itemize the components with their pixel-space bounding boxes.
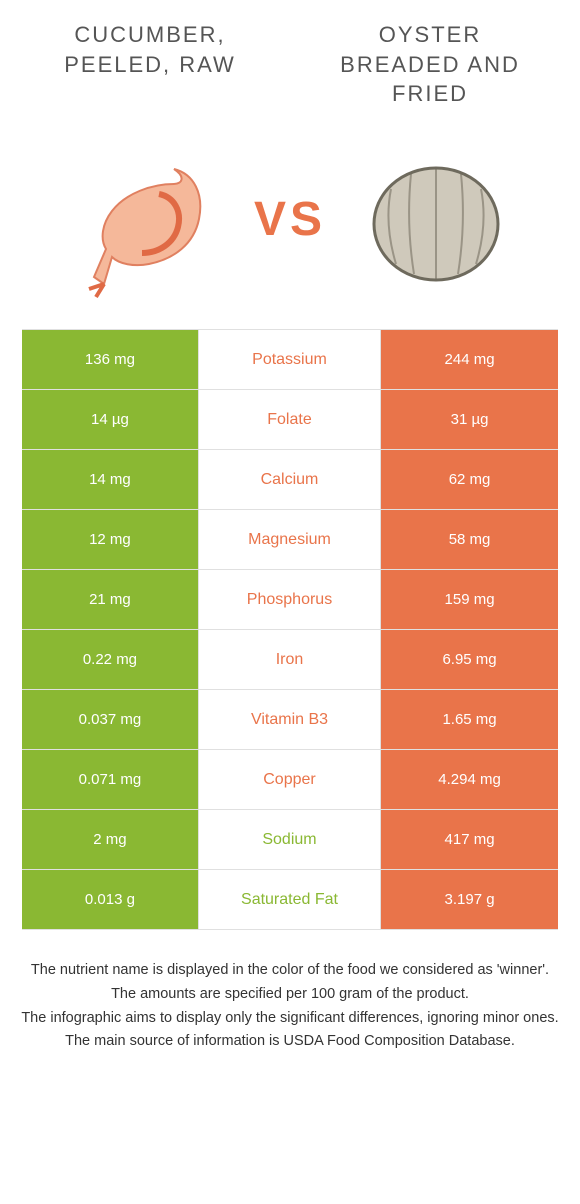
nutrient-name: Folate — [199, 390, 381, 449]
right-value: 58 mg — [381, 510, 558, 569]
table-row: 2 mgSodium417 mg — [22, 809, 558, 869]
food-left-image — [64, 139, 224, 299]
food-right-image — [356, 139, 516, 299]
left-value: 2 mg — [22, 810, 199, 869]
nutrient-name: Saturated Fat — [199, 870, 381, 929]
right-value: 4.294 mg — [381, 750, 558, 809]
footer-notes: The nutrient name is displayed in the co… — [10, 960, 570, 1053]
left-value: 0.22 mg — [22, 630, 199, 689]
table-row: 0.071 mgCopper4.294 mg — [22, 749, 558, 809]
table-row: 0.013 gSaturated Fat3.197 g — [22, 869, 558, 929]
table-row: 12 mgMagnesium58 mg — [22, 509, 558, 569]
left-value: 136 mg — [22, 330, 199, 389]
nutrient-name: Vitamin B3 — [199, 690, 381, 749]
nutrient-name: Copper — [199, 750, 381, 809]
left-value: 12 mg — [22, 510, 199, 569]
footer-line: The infographic aims to display only the… — [20, 1008, 560, 1030]
food-right-title: OYSTER BREADED AND FRIED — [330, 20, 530, 109]
header-row: CUCUMBER, PEELED, RAW OYSTER BREADED AND… — [10, 20, 570, 109]
left-value: 14 mg — [22, 450, 199, 509]
left-value: 21 mg — [22, 570, 199, 629]
left-value: 0.071 mg — [22, 750, 199, 809]
table-row: 136 mgPotassium244 mg — [22, 329, 558, 389]
vs-label: VS — [254, 192, 326, 247]
left-value: 0.013 g — [22, 870, 199, 929]
nutrient-name: Potassium — [199, 330, 381, 389]
table-row: 14 µgFolate31 µg — [22, 389, 558, 449]
left-value: 0.037 mg — [22, 690, 199, 749]
food-left-title: CUCUMBER, PEELED, RAW — [50, 20, 250, 79]
right-value: 31 µg — [381, 390, 558, 449]
nutrient-name: Iron — [199, 630, 381, 689]
nutrient-name: Calcium — [199, 450, 381, 509]
nutrient-name: Sodium — [199, 810, 381, 869]
right-value: 3.197 g — [381, 870, 558, 929]
footer-line: The nutrient name is displayed in the co… — [20, 960, 560, 982]
right-value: 244 mg — [381, 330, 558, 389]
table-row: 0.22 mgIron6.95 mg — [22, 629, 558, 689]
nutrient-table: 136 mgPotassium244 mg14 µgFolate31 µg14 … — [22, 329, 558, 930]
right-value: 62 mg — [381, 450, 558, 509]
right-value: 1.65 mg — [381, 690, 558, 749]
footer-line: The main source of information is USDA F… — [20, 1031, 560, 1053]
table-row: 0.037 mgVitamin B31.65 mg — [22, 689, 558, 749]
table-row: 14 mgCalcium62 mg — [22, 449, 558, 509]
vs-row: VS — [10, 139, 570, 299]
left-value: 14 µg — [22, 390, 199, 449]
right-value: 6.95 mg — [381, 630, 558, 689]
table-row: 21 mgPhosphorus159 mg — [22, 569, 558, 629]
right-value: 159 mg — [381, 570, 558, 629]
nutrient-name: Magnesium — [199, 510, 381, 569]
nutrient-name: Phosphorus — [199, 570, 381, 629]
right-value: 417 mg — [381, 810, 558, 869]
footer-line: The amounts are specified per 100 gram o… — [20, 984, 560, 1006]
